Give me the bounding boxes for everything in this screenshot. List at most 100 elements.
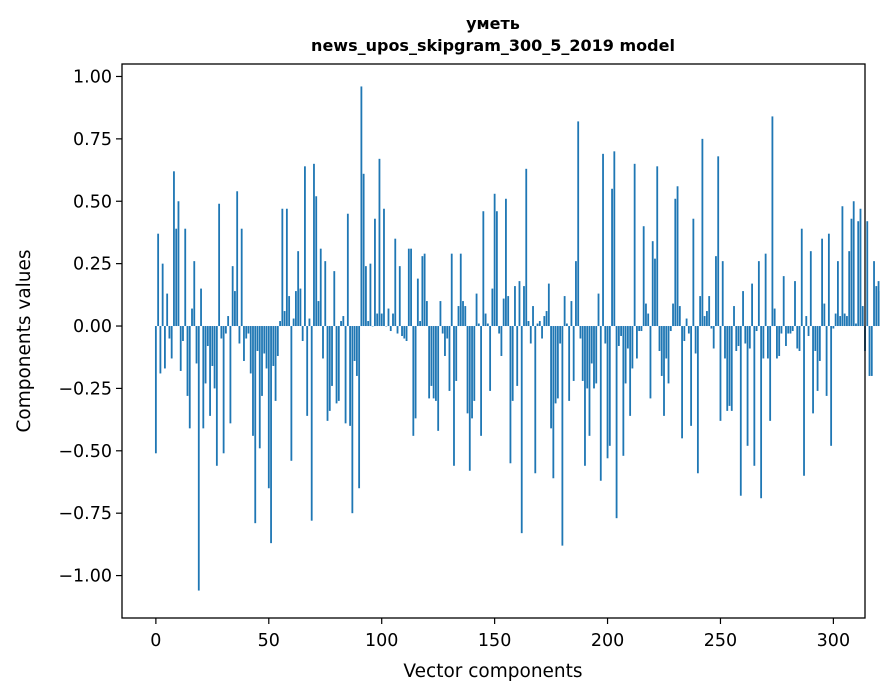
bar — [570, 301, 573, 327]
bar — [636, 326, 638, 359]
bar — [742, 291, 744, 327]
bar — [333, 271, 336, 327]
bar — [222, 326, 225, 454]
x-tick-label: 50 — [258, 631, 280, 651]
chart-title: уметь — [466, 14, 520, 33]
bar — [498, 326, 501, 334]
bar — [437, 326, 440, 431]
bar — [771, 116, 774, 327]
bar — [656, 166, 659, 327]
bar — [389, 326, 392, 332]
bar — [484, 313, 487, 327]
bar — [401, 326, 403, 337]
bar — [757, 261, 760, 327]
bar — [337, 326, 340, 401]
bar — [425, 301, 428, 327]
bar — [541, 326, 543, 339]
bar — [197, 326, 200, 591]
bar — [721, 261, 724, 327]
bar — [581, 326, 584, 381]
bar — [536, 323, 539, 327]
bar — [516, 326, 519, 386]
bar — [769, 326, 772, 421]
bar — [846, 316, 848, 327]
bar — [441, 326, 444, 334]
bar — [868, 326, 871, 376]
bar — [186, 326, 189, 396]
bar — [403, 326, 406, 339]
bar — [383, 208, 385, 327]
bar — [263, 326, 266, 354]
bar — [550, 326, 552, 429]
bar — [446, 326, 449, 339]
bar — [265, 326, 268, 369]
bar — [665, 326, 668, 359]
bar — [859, 208, 862, 327]
bar — [439, 301, 442, 327]
y-tick-label: −1.00 — [58, 567, 112, 587]
bar — [342, 316, 345, 327]
bar — [839, 316, 842, 327]
bar — [751, 283, 753, 327]
bar — [746, 326, 749, 446]
bar — [315, 196, 318, 327]
bar — [622, 326, 625, 456]
bar — [575, 261, 577, 327]
y-tick-label: −0.75 — [58, 504, 112, 524]
bar — [690, 326, 693, 426]
x-tick-label: 150 — [478, 631, 511, 651]
bar — [258, 326, 261, 449]
bar — [170, 326, 173, 359]
bar — [247, 326, 250, 334]
bar — [505, 198, 507, 327]
bar — [861, 306, 864, 327]
plot-frame — [121, 63, 866, 619]
bar — [773, 308, 776, 327]
bar — [252, 326, 254, 436]
bar — [523, 286, 525, 327]
bar — [678, 306, 681, 327]
bar — [798, 326, 801, 351]
bar — [288, 296, 291, 327]
bar — [520, 326, 523, 534]
bar — [157, 233, 160, 327]
bar — [319, 248, 322, 327]
bar — [534, 326, 537, 474]
bar — [283, 311, 286, 327]
bar — [297, 251, 300, 327]
bar — [807, 326, 810, 337]
bar — [475, 293, 478, 327]
bar — [331, 326, 333, 386]
y-tick-label: 1.00 — [73, 67, 112, 87]
bar — [254, 326, 257, 524]
bar — [414, 326, 417, 419]
bar — [419, 321, 422, 327]
bar — [455, 326, 458, 381]
bar — [179, 326, 182, 371]
bar — [453, 326, 455, 466]
bar — [685, 318, 688, 327]
bar — [459, 253, 462, 327]
bar — [344, 326, 347, 424]
bar — [728, 326, 731, 406]
bar — [841, 206, 844, 327]
bar — [631, 326, 634, 369]
bar — [292, 318, 295, 327]
bar — [378, 158, 381, 327]
bar — [830, 326, 833, 446]
bar — [850, 218, 853, 327]
bar — [466, 326, 469, 414]
bar — [597, 293, 600, 327]
bar — [556, 326, 559, 399]
bar — [669, 326, 672, 332]
bar — [640, 326, 643, 332]
bar — [654, 258, 656, 327]
bar — [608, 326, 611, 446]
bar — [816, 326, 819, 391]
bar — [780, 326, 783, 334]
bar — [730, 326, 733, 411]
bar — [308, 318, 311, 327]
bar — [220, 326, 223, 339]
bar — [823, 303, 826, 327]
bar — [604, 326, 607, 344]
